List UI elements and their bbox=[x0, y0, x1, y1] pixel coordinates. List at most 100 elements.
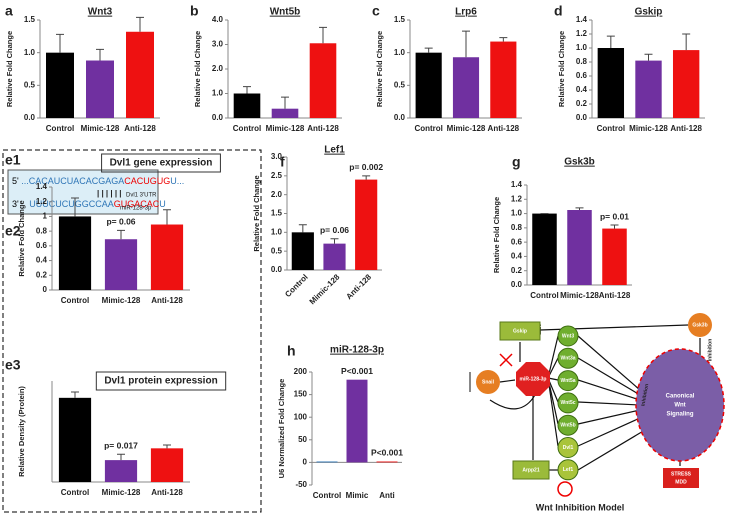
node-label: Snail bbox=[482, 379, 495, 385]
node-label: Wnt5c bbox=[561, 400, 576, 406]
seq-part: U bbox=[159, 199, 166, 209]
y-axis-label: Relative Fold Change bbox=[193, 31, 202, 107]
error-bar bbox=[606, 35, 615, 48]
node-label: Wnt3 bbox=[562, 333, 574, 339]
y-tick-label: 1.4 bbox=[36, 182, 48, 191]
error-bar bbox=[424, 47, 433, 53]
y-tick-label: 3.0 bbox=[271, 152, 283, 161]
y-tick-label: 0.4 bbox=[576, 85, 588, 94]
x-tick-label: Anti-128 bbox=[307, 124, 339, 133]
error-bar bbox=[117, 229, 125, 240]
y-axis-label: Relative Fold Change bbox=[17, 200, 26, 276]
node-label: Arpp21 bbox=[522, 467, 539, 473]
y-tick-label: 0.0 bbox=[271, 265, 283, 274]
error-bar bbox=[71, 391, 79, 398]
panel-label: e1 bbox=[5, 152, 21, 168]
node-label: Inhibition bbox=[707, 339, 713, 362]
seq-part: 5' bbox=[12, 176, 19, 186]
seq-part: U... bbox=[170, 176, 184, 186]
error-bar bbox=[499, 37, 508, 42]
target-node bbox=[557, 370, 579, 392]
node-label: Inhibition bbox=[640, 383, 650, 406]
y-tick-label: 0.8 bbox=[36, 226, 48, 235]
mir-node bbox=[516, 362, 550, 396]
annotation: p= 0.017 bbox=[104, 440, 138, 450]
title-box bbox=[101, 153, 221, 173]
x-tick-label: Anti-128 bbox=[151, 296, 183, 305]
x-tick-label: Anti-128 bbox=[599, 291, 631, 300]
panel-label: g bbox=[512, 154, 521, 170]
block-sign bbox=[557, 481, 573, 497]
bar bbox=[415, 52, 442, 118]
bar bbox=[316, 461, 338, 463]
panel-label: b bbox=[190, 3, 199, 19]
node-label: Wnt5a bbox=[561, 378, 576, 384]
x-tick-label: Control bbox=[414, 124, 442, 133]
annotation: p= 0.002 bbox=[349, 162, 383, 172]
chart-title: Dvl1 gene expression bbox=[110, 158, 213, 169]
error-bar bbox=[682, 33, 691, 51]
seq-pairs: | | | | | | bbox=[97, 189, 122, 198]
bar bbox=[271, 108, 299, 118]
cross bbox=[499, 353, 513, 367]
x-tick-label: Control bbox=[530, 291, 558, 300]
bar bbox=[672, 50, 700, 118]
gsk3b-node bbox=[688, 313, 712, 337]
annotation: P<0.001 bbox=[341, 366, 373, 376]
chart-title: miR-128-3p bbox=[330, 345, 384, 356]
x-tick-label: Mimic bbox=[346, 491, 369, 500]
error-bar bbox=[71, 197, 79, 217]
bar bbox=[104, 239, 138, 290]
bar bbox=[58, 216, 92, 290]
target-node bbox=[557, 437, 579, 458]
y-tick-label: 1.2 bbox=[511, 194, 523, 203]
y-tick-label: 0.0 bbox=[212, 113, 224, 122]
bar bbox=[323, 243, 346, 270]
node-label: Dvl1 bbox=[563, 445, 574, 451]
diagram: i Canonical Wnt Signaling STRESS MDD Gsk… bbox=[469, 313, 725, 512]
y-tick-label: 150 bbox=[294, 390, 308, 399]
chart-title: Gskip bbox=[635, 7, 663, 18]
seq-label: miR-128-3p bbox=[120, 206, 152, 212]
bar bbox=[104, 460, 138, 482]
seq-part: ...CACAUCUACACGAGA bbox=[21, 176, 124, 186]
y-tick-label: 0.5 bbox=[271, 246, 283, 255]
x-tick-label: Mimic-128 bbox=[102, 488, 141, 497]
bar bbox=[46, 52, 74, 118]
panel-label: a bbox=[5, 3, 13, 19]
y-tick-label: 1.0 bbox=[394, 48, 406, 57]
node-label: Gsk3b bbox=[692, 322, 707, 328]
y-axis-label: Relative Fold Change bbox=[375, 31, 384, 107]
x-tick-label: Control bbox=[313, 491, 341, 500]
x-tick-label: Mimic-128 bbox=[447, 124, 486, 133]
chart-title: Wnt3 bbox=[88, 7, 113, 18]
seq-part: UUUCUCUGGCCAA bbox=[29, 199, 114, 209]
y-tick-label: 0.5 bbox=[24, 80, 36, 89]
x-tick-label: Control bbox=[597, 124, 625, 133]
y-tick-label: 1.0 bbox=[511, 209, 523, 218]
y-tick-label: -50 bbox=[295, 480, 307, 489]
y-tick-label: 4.0 bbox=[212, 15, 224, 24]
bar bbox=[602, 228, 627, 285]
node-label: Lef1 bbox=[563, 467, 574, 473]
panel-label: e3 bbox=[5, 357, 21, 373]
error-bar bbox=[610, 224, 619, 229]
y-tick-label: 50 bbox=[298, 435, 307, 444]
node-label: MDD bbox=[675, 479, 687, 485]
bar bbox=[150, 448, 184, 482]
panel-label: h bbox=[287, 343, 296, 359]
seq-part: GUGACAC bbox=[114, 199, 160, 209]
target-node bbox=[557, 459, 579, 481]
target-node bbox=[557, 325, 579, 347]
bar bbox=[355, 179, 378, 270]
error-bar bbox=[319, 26, 327, 44]
x-tick-label: Mimic-128 bbox=[308, 272, 342, 306]
chart-title: Gsk3b bbox=[564, 157, 595, 168]
bar bbox=[376, 461, 398, 463]
seq-part: 3' bbox=[12, 199, 19, 209]
y-tick-label: 200 bbox=[294, 367, 308, 376]
error-bar bbox=[575, 207, 584, 210]
caption: Wnt Inhibition Model bbox=[536, 502, 624, 512]
node-label: Gskip bbox=[513, 328, 527, 334]
sequence-bottom: 3' UUUCUCUGGCCAAGUGACACU bbox=[12, 199, 166, 209]
